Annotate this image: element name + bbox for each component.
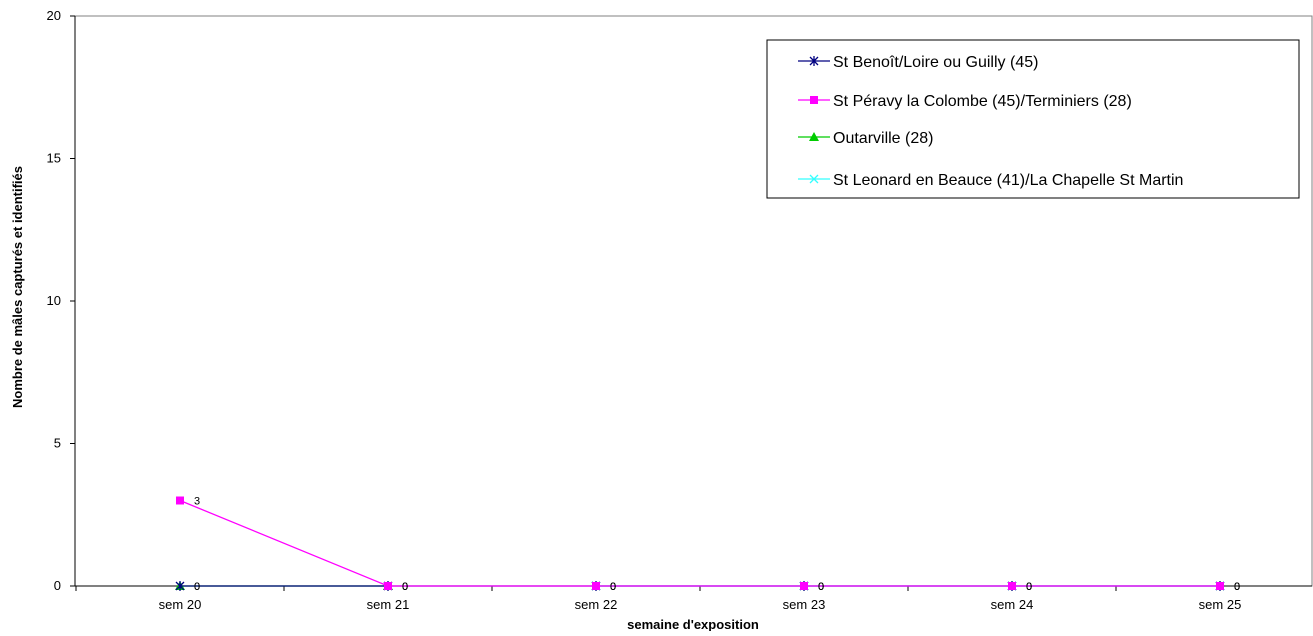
data-point xyxy=(176,496,184,505)
x-tick-label: sem 22 xyxy=(575,597,618,612)
x-tick-label: sem 24 xyxy=(991,597,1034,612)
legend-marker xyxy=(809,132,819,141)
y-axis: 0 5 10 15 20 xyxy=(47,8,76,593)
data-label: 0 xyxy=(1234,581,1240,593)
data-point xyxy=(592,582,600,590)
legend-marker xyxy=(810,96,818,104)
x-tick-label: sem 20 xyxy=(159,597,202,612)
legend-label: St Benoît/Loire ou Guilly (45) xyxy=(833,54,1038,71)
x-axis-title: semaine d'exposition xyxy=(627,617,759,631)
y-axis-title: Nombre de mâles capturés et identifiés xyxy=(10,166,25,408)
y-tick-label: 0 xyxy=(54,578,61,593)
legend-label: St Leonard en Beauce (41)/La Chapelle St… xyxy=(833,172,1183,189)
data-label: 0 xyxy=(402,581,408,593)
data-label: 0 xyxy=(1234,581,1240,593)
legend-label: St Péravy la Colombe (45)/Terminiers (28… xyxy=(833,93,1132,110)
data-label: 0 xyxy=(818,581,824,593)
data-point xyxy=(1008,582,1016,590)
data-label: 0 xyxy=(1234,581,1240,593)
legend-item: St Benoît/Loire ou Guilly (45) xyxy=(798,54,1038,71)
data-label: 0 xyxy=(610,581,616,593)
legend-label: Outarville (28) xyxy=(833,130,933,147)
y-tick-label: 15 xyxy=(47,151,61,166)
data-label: 0 xyxy=(194,581,200,593)
data-labels-3: 0 0 0 0 xyxy=(610,581,1240,593)
data-point xyxy=(800,582,808,590)
x-axis: sem 20 sem 21 sem 22 sem 23 sem 24 sem 25 xyxy=(75,585,1312,612)
legend-marker xyxy=(809,174,819,184)
legend-box xyxy=(766,39,1300,199)
data-labels-1: 30 0 0 0 0 xyxy=(194,496,1240,594)
data-label: 3 xyxy=(194,496,200,508)
data-label: 0 xyxy=(402,581,408,593)
data-label: 0 xyxy=(610,581,616,593)
data-label: 0 xyxy=(402,581,408,593)
y-tick-label: 20 xyxy=(47,8,61,23)
y-tick-label: 10 xyxy=(47,293,61,308)
x-tick-label: sem 25 xyxy=(1199,597,1242,612)
data-label: 0 xyxy=(610,581,616,593)
data-point xyxy=(384,582,392,590)
data-label: 0 xyxy=(818,581,824,593)
data-label: 0 xyxy=(194,581,200,593)
y-tick-label: 5 xyxy=(54,436,61,451)
legend-item: St Péravy la Colombe (45)/Terminiers (28… xyxy=(798,93,1132,110)
series-layer: 0 0 0 0 0 030 0 0 0 00 0 0 0 0 0 xyxy=(175,496,1240,594)
data-label: 0 xyxy=(818,581,824,593)
data-label: 0 xyxy=(1026,581,1032,593)
data-point xyxy=(175,581,185,591)
x-tick-label: sem 21 xyxy=(367,597,410,612)
series-1 xyxy=(176,496,1224,590)
x-tick-label: sem 23 xyxy=(783,597,826,612)
legend: St Benoît/Loire ou Guilly (45) St Péravy … xyxy=(766,39,1300,199)
series-line xyxy=(179,499,1220,587)
data-label: 0 xyxy=(1026,581,1032,593)
legend-item: Outarville (28) xyxy=(798,130,933,147)
legend-marker xyxy=(809,56,819,66)
data-point xyxy=(1216,582,1224,590)
legend-item: St Leonard en Beauce (41)/La Chapelle St… xyxy=(798,172,1183,189)
data-label: 0 xyxy=(1026,581,1032,593)
